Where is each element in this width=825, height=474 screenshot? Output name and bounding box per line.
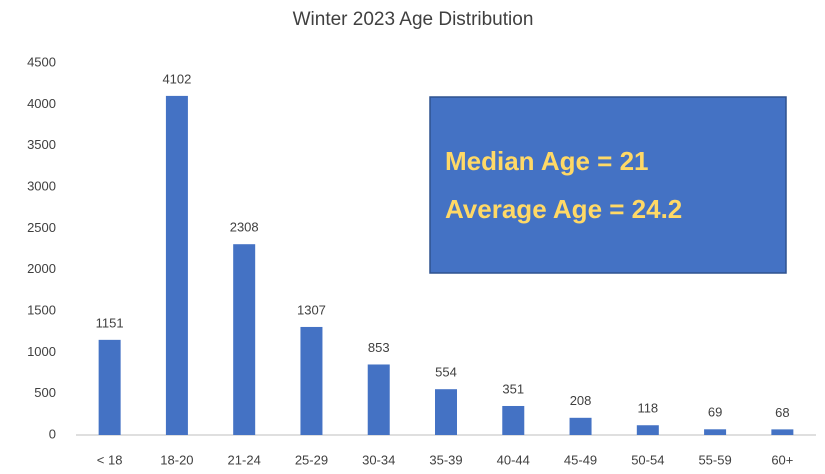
data-label: 69 (708, 405, 722, 420)
bar (98, 339, 121, 435)
data-label: 68 (775, 405, 789, 420)
annotation-median: Median Age = 21 (445, 146, 649, 176)
data-label: 1151 (96, 315, 124, 330)
x-tick-label: 21-24 (228, 452, 261, 467)
bar (704, 429, 727, 435)
data-label: 4102 (162, 71, 191, 86)
x-tick-label: 35-39 (429, 452, 462, 467)
chart-title: Winter 2023 Age Distribution (293, 9, 534, 30)
y-tick-label: 4500 (27, 54, 56, 69)
data-label: 2308 (230, 220, 259, 235)
annotation-average: Average Age = 24.2 (445, 194, 682, 224)
x-tick-label: 50-54 (631, 452, 664, 467)
y-tick-label: 2000 (27, 261, 56, 276)
annotation-box (429, 96, 787, 274)
y-tick-label: 0 (49, 426, 56, 441)
y-tick-label: 4000 (27, 96, 56, 111)
y-tick-label: 2500 (27, 220, 56, 235)
x-tick-label: 25-29 (295, 452, 328, 467)
data-label: 554 (435, 365, 457, 380)
x-tick-label: 18-20 (160, 452, 193, 467)
y-tick-label: 500 (34, 385, 56, 400)
y-tick-label: 1500 (27, 302, 56, 317)
x-tick-label: 40-44 (497, 452, 530, 467)
data-label: 208 (570, 393, 592, 408)
bar (636, 425, 659, 435)
bar (771, 429, 794, 435)
bar (300, 326, 323, 435)
x-tick-label: 45-49 (564, 452, 597, 467)
bar (569, 417, 592, 435)
bar (367, 364, 390, 435)
y-tick-label: 3500 (27, 137, 56, 152)
x-tick-label: 60+ (771, 452, 793, 467)
y-tick-label: 3000 (27, 178, 56, 193)
x-tick-label: < 18 (97, 452, 123, 467)
data-label: 1307 (297, 302, 326, 317)
x-tick-label: 30-34 (362, 452, 395, 467)
bar (502, 405, 525, 435)
bar (233, 244, 256, 435)
data-label: 118 (637, 401, 658, 416)
data-label: 853 (368, 340, 390, 355)
data-label: 351 (502, 381, 524, 396)
bar (435, 389, 457, 435)
x-tick-label: 55-59 (698, 452, 731, 467)
y-tick-label: 1000 (27, 344, 56, 359)
bar (165, 95, 188, 435)
